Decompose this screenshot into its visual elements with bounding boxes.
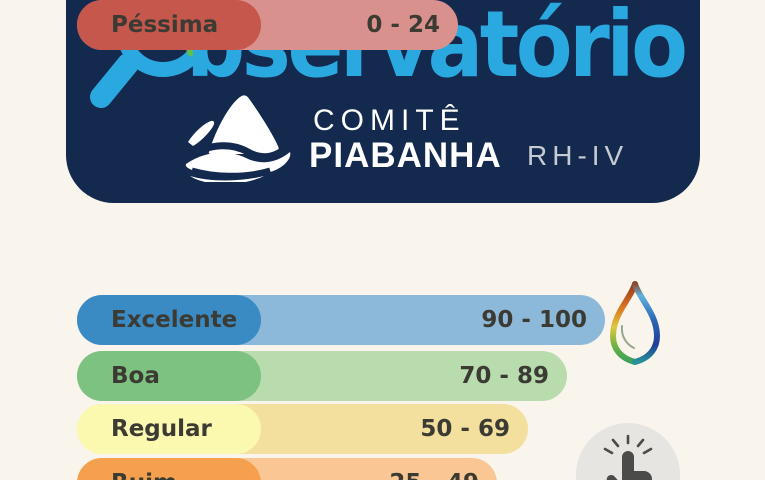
mountain-wave-logo-icon [185, 95, 291, 182]
tap-hand-icon [603, 434, 653, 455]
scale-label: Boa [111, 363, 160, 389]
scale-row-pessima: Péssima 0 - 24 [77, 0, 697, 50]
scale-label-pill [77, 295, 261, 345]
scale-label: Excelente [111, 307, 238, 333]
scale-range: 0 - 24 [366, 12, 440, 38]
tap-hand-icon [606, 451, 652, 480]
region-label: RH-IV [527, 140, 629, 171]
scale-label: Péssima [111, 12, 219, 38]
scale-label: Regular [111, 416, 212, 442]
scale-label-pill [77, 404, 261, 454]
scale-range: 25 - 49 [77, 458, 479, 480]
scale-label-pill [77, 458, 261, 480]
committee-name-line2: PIABANHA [309, 136, 502, 175]
scale-row-regular: Regular 50 - 69 [77, 404, 697, 454]
committee-name-line1: COMITÊ [313, 104, 466, 137]
scale-label-pill [77, 0, 261, 50]
scale-range: 70 - 89 [459, 363, 549, 389]
scale-range: 50 - 69 [420, 416, 510, 442]
tap-button[interactable] [576, 423, 680, 480]
scale-row-boa: Boa 70 - 89 [77, 351, 697, 401]
scale-row-excelente: Excelente 90 - 100 [77, 295, 697, 345]
water-droplet-icon [609, 281, 661, 365]
scale-row-ruim: Ruim 25 - 49 [77, 458, 697, 480]
scale-label: Ruim [111, 458, 177, 480]
scale-range: 90 - 100 [481, 307, 587, 333]
scale-label-pill [77, 351, 261, 401]
